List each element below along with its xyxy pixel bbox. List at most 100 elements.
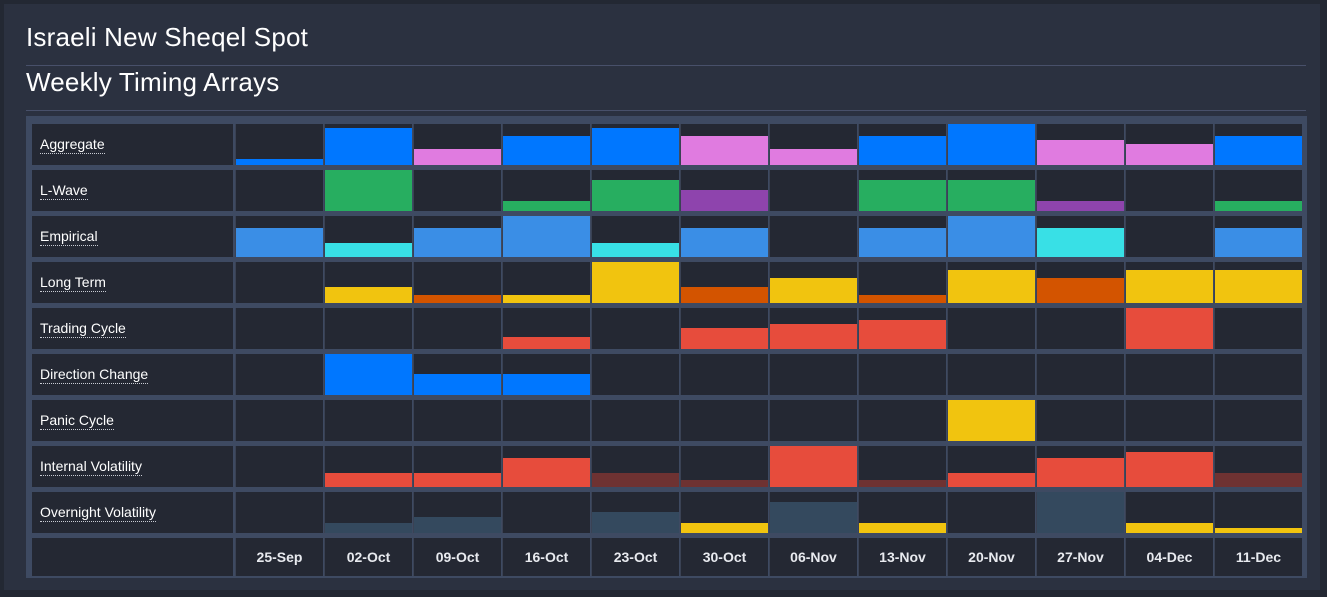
signal-bar [414,473,501,487]
page-subtitle: Weekly Timing Arrays [26,67,280,97]
cell-l-wave-09-Oct [413,170,501,211]
signal-bar [503,295,590,303]
cell-aggregate-25-Sep [235,124,323,165]
cell-trading-cycle-02-Oct [324,308,412,349]
row-label-text: Panic Cycle [40,412,114,430]
signal-bar [948,400,1035,441]
row-label-internal-volatility[interactable]: Internal Volatility [32,446,233,487]
signal-bar [1037,278,1124,303]
signal-bar [414,374,501,395]
cell-aggregate-27-Nov [1036,124,1124,165]
cell-direction-change-02-Oct [324,354,412,395]
cell-panic-cycle-20-Nov [947,400,1035,441]
signal-bar [1126,270,1213,303]
cell-direction-change-09-Oct [413,354,501,395]
date-label: 02-Oct [324,538,412,576]
signal-bar [948,216,1035,257]
cell-trading-cycle-13-Nov [858,308,946,349]
cell-internal-volatility-06-Nov [769,446,857,487]
row-label-text: Overnight Volatility [40,504,156,522]
chart-panel: Israeli New Sheqel Spot Weekly Timing Ar… [4,4,1320,590]
cell-aggregate-02-Oct [324,124,412,165]
cell-overnight-volatility-23-Oct [591,492,679,533]
row-label-text: Long Term [40,274,106,292]
cell-l-wave-30-Oct [680,170,768,211]
signal-bar [503,136,590,165]
cell-trading-cycle-09-Oct [413,308,501,349]
cell-internal-volatility-20-Nov [947,446,1035,487]
cell-internal-volatility-02-Oct [324,446,412,487]
signal-bar [859,295,946,303]
row-label-empirical[interactable]: Empirical [32,216,233,257]
signal-bar [859,480,946,487]
cell-empirical-20-Nov [947,216,1035,257]
signal-bar [503,201,590,211]
row-label-aggregate[interactable]: Aggregate [32,124,233,165]
cell-direction-change-27-Nov [1036,354,1124,395]
cell-direction-change-25-Sep [235,354,323,395]
signal-bar [503,337,590,349]
signal-bar [948,180,1035,211]
cell-internal-volatility-25-Sep [235,446,323,487]
signal-bar [236,228,323,257]
date-label: 11-Dec [1214,538,1302,576]
cell-empirical-13-Nov [858,216,946,257]
cell-l-wave-23-Oct [591,170,679,211]
cell-panic-cycle-09-Oct [413,400,501,441]
signal-bar [859,228,946,257]
signal-bar [592,128,679,165]
cell-long-term-16-Oct [502,262,590,303]
signal-bar [1126,308,1213,349]
cell-panic-cycle-13-Nov [858,400,946,441]
cell-overnight-volatility-27-Nov [1036,492,1124,533]
page-title: Israeli New Sheqel Spot [26,22,309,52]
signal-bar [681,190,768,211]
row-label-text: Aggregate [40,136,105,154]
cell-internal-volatility-16-Oct [502,446,590,487]
cell-direction-change-06-Nov [769,354,857,395]
row-label-l-wave[interactable]: L-Wave [32,170,233,211]
signal-bar [859,136,946,165]
signal-bar [1215,528,1302,533]
date-label: 04-Dec [1125,538,1213,576]
signal-bar [681,328,768,349]
cell-aggregate-13-Nov [858,124,946,165]
signal-bar [770,149,857,165]
signal-bar [1126,452,1213,487]
signal-bar [1215,270,1302,303]
signal-bar [681,523,768,533]
cell-l-wave-02-Oct [324,170,412,211]
row-label-overnight-volatility[interactable]: Overnight Volatility [32,492,233,533]
cell-overnight-volatility-04-Dec [1125,492,1213,533]
signal-bar [859,523,946,533]
signal-bar [414,517,501,533]
cell-empirical-06-Nov [769,216,857,257]
row-label-trading-cycle[interactable]: Trading Cycle [32,308,233,349]
row-label-panic-cycle[interactable]: Panic Cycle [32,400,233,441]
cell-panic-cycle-02-Oct [324,400,412,441]
signal-bar [414,149,501,165]
date-label: 23-Oct [591,538,679,576]
cell-direction-change-23-Oct [591,354,679,395]
cell-aggregate-04-Dec [1125,124,1213,165]
signal-bar [1215,473,1302,487]
cell-internal-volatility-30-Oct [680,446,768,487]
signal-bar [592,262,679,303]
cell-trading-cycle-16-Oct [502,308,590,349]
cell-long-term-23-Oct [591,262,679,303]
row-label-text: Direction Change [40,366,149,384]
cell-trading-cycle-30-Oct [680,308,768,349]
row-label-long-term[interactable]: Long Term [32,262,233,303]
cell-internal-volatility-13-Nov [858,446,946,487]
cell-trading-cycle-06-Nov [769,308,857,349]
cell-l-wave-27-Nov [1036,170,1124,211]
cell-direction-change-30-Oct [680,354,768,395]
row-label-direction-change[interactable]: Direction Change [32,354,233,395]
cell-aggregate-23-Oct [591,124,679,165]
signal-bar [592,243,679,257]
signal-bar [1215,228,1302,257]
row-label-text: Internal Volatility [40,458,142,476]
cell-overnight-volatility-20-Nov [947,492,1035,533]
date-label: 09-Oct [413,538,501,576]
cell-long-term-09-Oct [413,262,501,303]
